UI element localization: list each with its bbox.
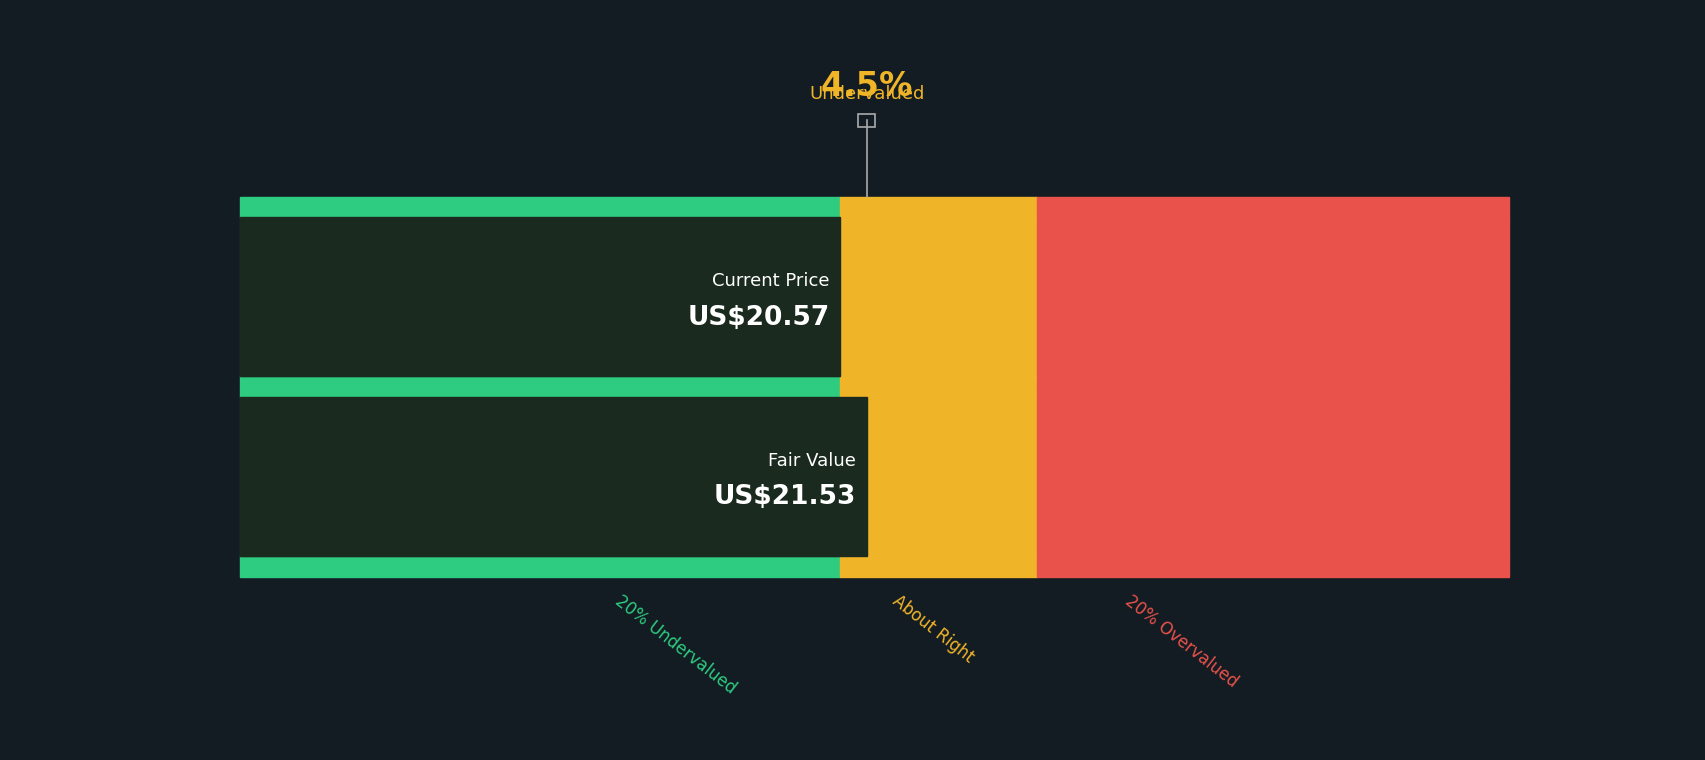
Bar xyxy=(239,556,839,577)
Bar xyxy=(839,556,1037,577)
Text: Undervalued: Undervalued xyxy=(808,64,924,103)
Bar xyxy=(1037,197,1507,217)
Bar xyxy=(239,217,839,376)
Bar xyxy=(1037,376,1507,397)
Bar xyxy=(839,197,1037,217)
Bar xyxy=(239,397,866,556)
Bar xyxy=(239,376,839,397)
Text: 20% Overvalued: 20% Overvalued xyxy=(1122,591,1241,691)
Bar xyxy=(239,197,839,217)
Bar xyxy=(839,217,1037,376)
Text: US$20.57: US$20.57 xyxy=(687,305,829,331)
Bar xyxy=(1037,397,1507,556)
Bar xyxy=(239,217,839,376)
Text: 4.5%: 4.5% xyxy=(820,70,912,103)
Text: US$21.53: US$21.53 xyxy=(713,484,856,510)
Bar xyxy=(839,397,1037,556)
Text: About Right: About Right xyxy=(888,591,977,666)
Bar xyxy=(239,397,839,556)
Bar xyxy=(839,376,1037,397)
Text: 20% Undervalued: 20% Undervalued xyxy=(612,591,740,697)
Bar xyxy=(1037,217,1507,376)
Text: Fair Value: Fair Value xyxy=(767,451,856,470)
Bar xyxy=(858,114,875,127)
Text: Current Price: Current Price xyxy=(711,272,829,290)
Bar xyxy=(1037,556,1507,577)
